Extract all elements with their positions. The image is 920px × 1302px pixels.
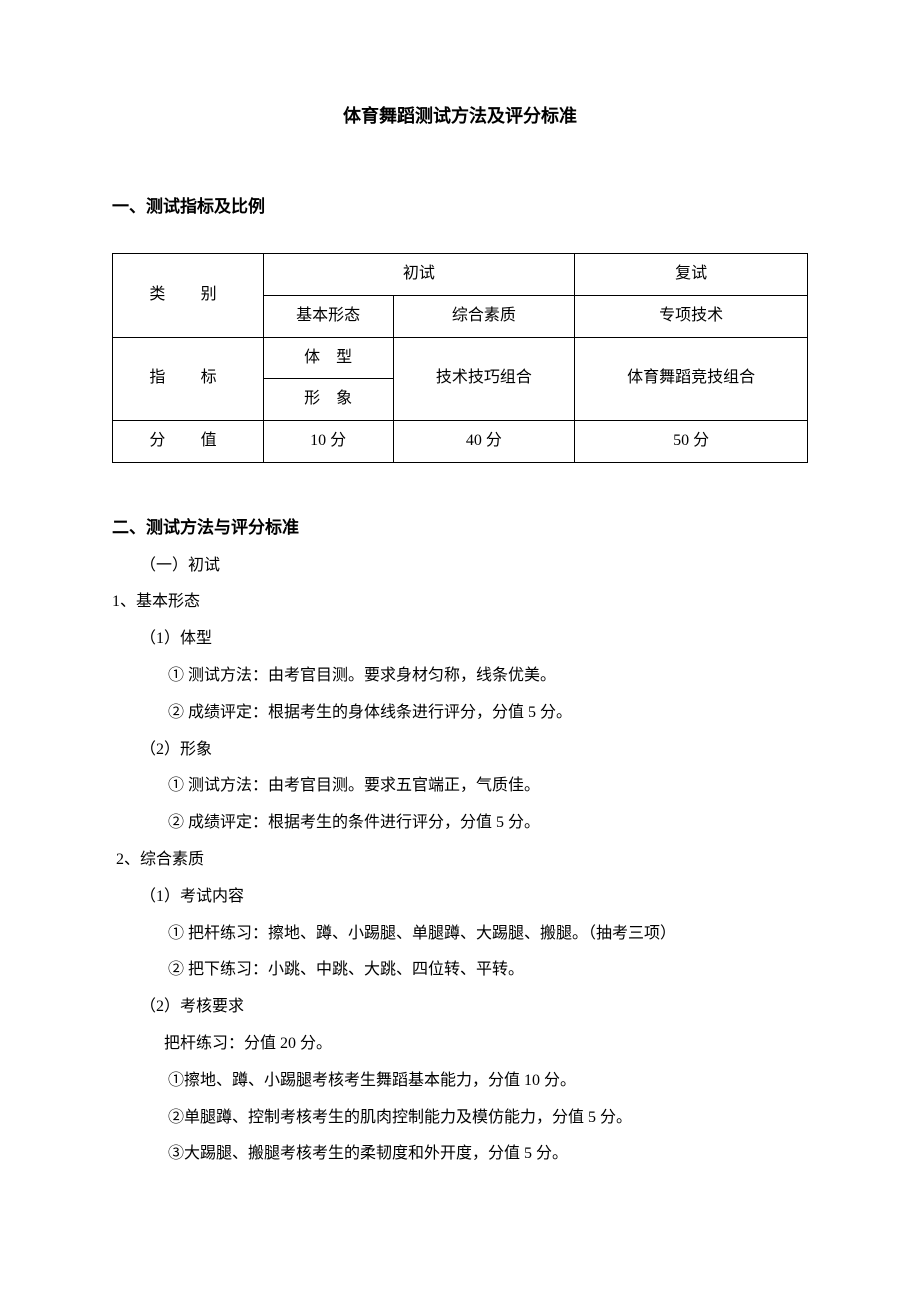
cell-indicator-label: 指 标: [113, 337, 264, 421]
item1-p1-label: （1）体型: [112, 625, 808, 654]
table-row: 分 值 10 分 40 分 50 分: [113, 421, 808, 463]
cell-image: 形 象: [263, 379, 393, 421]
cell-score-50: 50 分: [575, 421, 808, 463]
cell-dance-combo: 体育舞蹈竞技组合: [575, 337, 808, 421]
item2-p1-l2: ② 把下练习：小跳、中跳、大跳、四位转、平转。: [112, 956, 808, 985]
table-row: 类 别 初试 复试: [113, 253, 808, 295]
item1-p1-l1: ① 测试方法：由考官目测。要求身材匀称，线条优美。: [112, 662, 808, 691]
item2-p2-l3: ③大踢腿、搬腿考核考生的柔韧度和外开度，分值 5 分。: [112, 1140, 808, 1169]
item2-p2-l2: ②单腿蹲、控制考核考生的肌肉控制能力及模仿能力，分值 5 分。: [112, 1104, 808, 1133]
cell-score-40: 40 分: [393, 421, 574, 463]
cell-comprehensive: 综合素质: [393, 295, 574, 337]
cell-score-10: 10 分: [263, 421, 393, 463]
cell-basic-form: 基本形态: [263, 295, 393, 337]
item2-heading: 2、综合素质: [112, 846, 808, 875]
cell-technique-combo: 技术技巧组合: [393, 337, 574, 421]
cell-preliminary: 初试: [263, 253, 575, 295]
item1-p1-l2: ② 成绩评定：根据考生的身体线条进行评分，分值 5 分。: [112, 699, 808, 728]
cell-score-label: 分 值: [113, 421, 264, 463]
item2-p1-label: （1）考试内容: [112, 883, 808, 912]
section1-heading: 一、测试指标及比例: [112, 192, 808, 223]
section2-heading: 二、测试方法与评分标准: [112, 513, 808, 544]
item1-p2-l2: ② 成绩评定：根据考生的条件进行评分，分值 5 分。: [112, 809, 808, 838]
item2-p2-l0: 把杆练习：分值 20 分。: [112, 1030, 808, 1059]
cell-body-type: 体 型: [263, 337, 393, 379]
item1-p2-label: （2）形象: [112, 736, 808, 765]
cell-retest: 复试: [575, 253, 808, 295]
item2-p2-l1: ①擦地、蹲、小踢腿考核考生舞蹈基本能力，分值 10 分。: [112, 1067, 808, 1096]
item2-p1-l1: ① 把杆练习：擦地、蹲、小踢腿、单腿蹲、大踢腿、搬腿。（抽考三项）: [112, 920, 808, 949]
cell-category-label: 类 别: [113, 253, 264, 337]
criteria-table: 类 别 初试 复试 基本形态 综合素质 专项技术 指 标 体 型 技术技巧组合 …: [112, 253, 808, 463]
item2-p2-label: （2）考核要求: [112, 993, 808, 1022]
item1-p2-l1: ① 测试方法：由考官目测。要求五官端正，气质佳。: [112, 772, 808, 801]
item1-heading: 1、基本形态: [112, 588, 808, 617]
cell-special-tech: 专项技术: [575, 295, 808, 337]
page-title: 体育舞蹈测试方法及评分标准: [112, 100, 808, 132]
subsection-1: （一）初试: [112, 552, 808, 581]
table-row: 指 标 体 型 技术技巧组合 体育舞蹈竞技组合: [113, 337, 808, 379]
